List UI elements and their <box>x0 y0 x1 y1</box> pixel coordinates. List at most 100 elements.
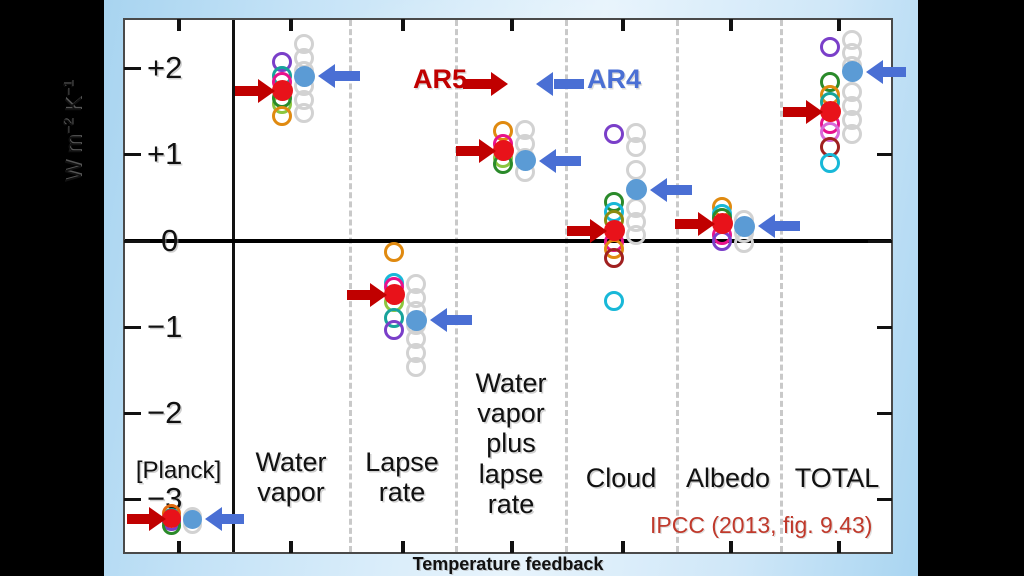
category-label-total-line1: TOTAL <box>794 463 880 493</box>
x-tick-albedo <box>729 541 733 553</box>
y-tick-2 <box>124 67 141 70</box>
category-label-water-vapor: Water vapor <box>235 447 347 507</box>
category-label-wv-plus-lapse-line2: vapor <box>477 398 545 429</box>
x-tick-top-water-vapor <box>289 19 293 31</box>
marker-ar4-mean <box>734 216 755 237</box>
x-tick-lapse-rate <box>401 541 405 553</box>
marker-ar5-member <box>384 242 404 262</box>
y-tick-right-neg2 <box>877 412 892 415</box>
category-label-lapse-rate: Lapse rate <box>351 447 453 507</box>
marker-ar5-mean <box>384 284 405 305</box>
divider-albedo-total <box>780 20 783 552</box>
category-label-wv-plus-lapse-line5: rate <box>487 488 535 519</box>
marker-ar5-member <box>272 106 292 126</box>
category-label-total: TOTAL <box>783 463 891 493</box>
y-tick-neg3 <box>124 498 141 501</box>
marker-ar4-mean <box>183 510 202 529</box>
marker-ar4-mean <box>842 61 863 82</box>
marker-ar4-mean <box>515 150 536 171</box>
divider-cloud-albedo <box>676 20 679 552</box>
marker-ar4-member <box>406 357 426 377</box>
category-label-water-vapor-line2: vapor <box>257 477 325 508</box>
marker-ar4-mean <box>626 179 647 200</box>
legend-ar5-label: AR5 <box>413 64 468 94</box>
x-tick-wv-plus-lapse <box>510 541 514 553</box>
marker-ar5-mean <box>162 509 181 528</box>
divider-water-vapor-lapse <box>349 20 352 552</box>
marker-ar4-member <box>626 160 646 180</box>
y-axis-title: W m−2 K−1 <box>60 81 87 183</box>
y-tick-right-1 <box>877 153 892 156</box>
ar4-pointer-arrow <box>318 64 360 88</box>
marker-ar5-member <box>604 124 624 144</box>
y-tick-label-0: 0 <box>161 223 179 258</box>
y-tick-label-neg2: −2 <box>147 395 183 430</box>
x-tick-top-total <box>837 19 841 31</box>
marker-ar4-member <box>294 103 314 123</box>
marker-ar5-mean <box>712 213 733 234</box>
ar4-pointer-arrow <box>650 178 692 202</box>
ar4-pointer-arrow <box>758 214 800 238</box>
x-tick-top-lapse-rate <box>401 19 405 31</box>
source-credit: IPCC (2013, fig. 9.43) <box>650 512 873 538</box>
y-tick-label-1: +1 <box>147 136 183 171</box>
category-label-wv-plus-lapse-line3: plus <box>486 428 536 459</box>
category-label-planck: [Planck] <box>125 457 232 485</box>
legend-ar4-label: AR4 <box>587 64 642 94</box>
marker-ar4-mean <box>406 310 427 331</box>
y-tick-right-neg1 <box>877 326 892 329</box>
y-tick-0 <box>124 240 150 243</box>
y-axis-title-main: W m <box>60 134 86 182</box>
y-tick-label-2: +2 <box>147 50 183 85</box>
marker-ar5-member <box>604 291 624 311</box>
y-tick-neg1 <box>124 326 141 329</box>
x-tick-top-planck <box>177 19 181 31</box>
y-tick-neg2 <box>124 412 141 415</box>
legend-ar4-arrow <box>536 72 584 96</box>
category-label-lapse-rate-line2: rate <box>378 477 426 508</box>
category-label-planck-line1: [Planck] <box>135 457 222 484</box>
ar5-pointer-arrow <box>456 139 496 163</box>
ar5-pointer-arrow <box>567 219 607 243</box>
marker-ar5-member <box>384 320 404 340</box>
y-axis-title-exp1: −2 <box>60 118 77 135</box>
ar4-pointer-arrow <box>866 60 906 84</box>
ar5-pointer-arrow <box>127 507 166 531</box>
axis-line-left-category <box>232 20 235 552</box>
marker-ar5-mean <box>820 101 841 122</box>
x-tick-planck <box>177 541 181 553</box>
marker-ar5-member <box>604 248 624 268</box>
y-tick-right-neg3 <box>877 498 892 501</box>
y-axis-title-exp2: −1 <box>60 80 77 97</box>
category-label-albedo: Albedo <box>678 463 778 493</box>
x-tick-top-albedo <box>729 19 733 31</box>
category-label-cloud: Cloud <box>568 463 674 493</box>
y-tick-1 <box>124 153 141 156</box>
y-tick-label-neg1: −1 <box>147 309 183 344</box>
marker-ar5-mean <box>493 140 514 161</box>
x-tick-total <box>837 541 841 553</box>
marker-ar5-mean <box>604 220 625 241</box>
category-label-wv-plus-lapse-line4: lapse <box>478 458 544 489</box>
x-tick-water-vapor <box>289 541 293 553</box>
divider-lapse-wvlapse <box>455 20 458 552</box>
y-axis-title-mid: K <box>60 96 86 119</box>
ar5-pointer-arrow <box>347 283 387 307</box>
x-axis-title: Temperature feedback <box>412 554 604 574</box>
legend-ar5-arrow <box>463 72 511 96</box>
ar4-pointer-arrow <box>539 149 581 173</box>
marker-ar5-member <box>820 37 840 57</box>
x-tick-cloud <box>621 541 625 553</box>
ar5-pointer-arrow <box>783 100 823 124</box>
marker-ar5-member <box>712 231 732 251</box>
marker-ar4-member <box>842 124 862 144</box>
marker-ar5-mean <box>272 80 293 101</box>
x-tick-top-wv-plus-lapse <box>510 19 514 31</box>
category-label-lapse-rate-line1: Lapse <box>365 447 439 477</box>
marker-ar4-mean <box>294 66 315 87</box>
category-label-wv-plus-lapse-line1: Water <box>475 368 547 398</box>
plot-frame: +2 +1 0 −1 −2 −3 <box>123 18 906 554</box>
marker-ar4-member <box>626 225 646 245</box>
x-tick-top-cloud <box>621 19 625 31</box>
